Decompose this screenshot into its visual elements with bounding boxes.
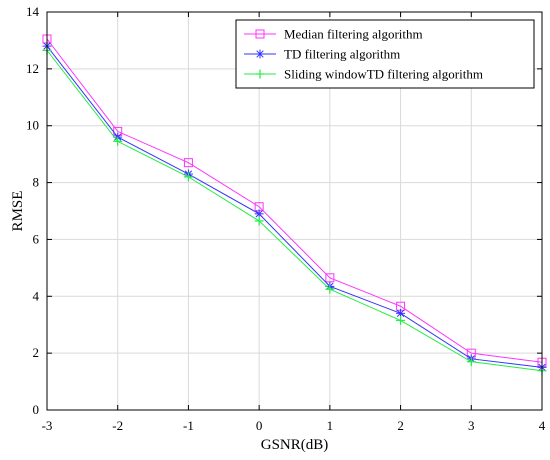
legend-item: Sliding windowTD filtering algorithm xyxy=(244,67,483,82)
legend: Median filtering algorithm TD filtering a… xyxy=(235,19,535,89)
series-line xyxy=(46,50,543,372)
y-tick-label: 4 xyxy=(33,288,40,303)
data-point xyxy=(396,308,406,318)
data-point xyxy=(325,284,335,294)
y-axis-label: RMSE xyxy=(10,191,26,232)
series-layer xyxy=(42,34,547,376)
x-tick-label: -2 xyxy=(112,418,123,433)
y-tick-label: 6 xyxy=(33,231,40,246)
x-tick-label: 0 xyxy=(256,418,263,433)
data-point xyxy=(254,216,264,226)
data-point xyxy=(183,172,193,182)
x-tick-label: -1 xyxy=(183,418,194,433)
x-tick-label: 2 xyxy=(397,418,404,433)
y-tick-label: 8 xyxy=(33,175,40,190)
data-point xyxy=(466,357,476,367)
y-tick-label: 10 xyxy=(26,118,39,133)
x-axis-ticks: -3 -2 -1 0 1 2 3 4 xyxy=(42,12,546,433)
series-line xyxy=(46,38,543,363)
series-line xyxy=(46,45,543,368)
y-tick-label: 0 xyxy=(33,402,40,417)
x-axis-label: GSNR(dB) xyxy=(261,437,329,453)
data-point xyxy=(183,158,193,168)
legend-marker xyxy=(255,29,265,39)
data-point xyxy=(396,315,406,325)
data-point xyxy=(325,273,335,283)
legend-marker xyxy=(255,49,265,59)
legend-marker xyxy=(255,69,265,79)
y-tick-label: 2 xyxy=(33,345,40,360)
y-tick-label: 14 xyxy=(26,4,40,19)
x-tick-label: 1 xyxy=(327,418,334,433)
legend-label: Sliding windowTD filtering algorithm xyxy=(284,67,483,82)
legend-item: TD filtering algorithm xyxy=(244,47,400,62)
x-tick-label: 3 xyxy=(468,418,475,433)
legend-box xyxy=(235,19,535,89)
legend-item: Median filtering algorithm xyxy=(244,27,423,42)
y-tick-label: 12 xyxy=(26,61,39,76)
legend-label: Median filtering algorithm xyxy=(284,27,423,42)
legend-label: TD filtering algorithm xyxy=(284,47,400,62)
plot-frame xyxy=(46,11,543,411)
x-tick-label: -3 xyxy=(42,418,53,433)
x-tick-label: 4 xyxy=(539,418,546,433)
data-point xyxy=(113,136,123,146)
